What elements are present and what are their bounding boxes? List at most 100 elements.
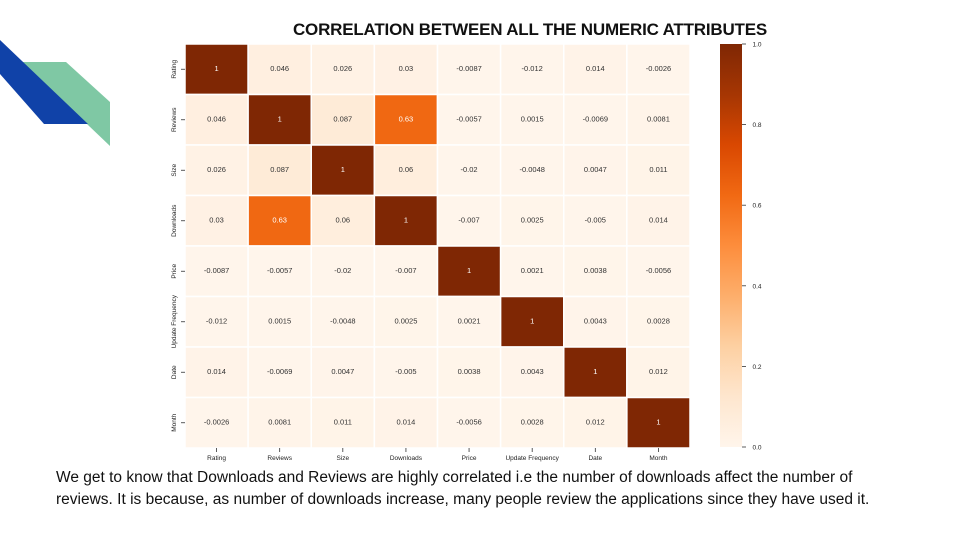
cell-value-label: 0.046 [270, 64, 289, 73]
cell-value-label: -0.0069 [583, 115, 608, 124]
heatmap-cell [310, 194, 376, 247]
cell-value-label: -0.0069 [267, 367, 292, 376]
cell-value-label: 0.0043 [584, 317, 607, 326]
heatmap-cell [184, 194, 249, 247]
slide-caption: We get to know that Downloads and Review… [56, 469, 870, 508]
cell-value-label: 0.014 [649, 216, 668, 225]
x-tick-label: Date [588, 455, 602, 462]
correlation-heatmap: 1 0.046 0.026 0.03 -0.0087 -0.012 0.014 -0.0026… [171, 42, 762, 463]
cell-value-label: 1 [593, 367, 597, 376]
cell-value-label: -0.02 [461, 165, 478, 174]
cell-value-label: 1 [278, 115, 282, 124]
cell-value-label: 0.0043 [521, 367, 544, 376]
cell-value-label: 0.03 [399, 64, 414, 73]
cell-value-label: 0.014 [207, 367, 226, 376]
heatmap-cell [436, 346, 502, 399]
cell-value-label: -0.0057 [267, 266, 292, 275]
heatmap-cell [373, 93, 439, 146]
cell-value-label: 0.0015 [268, 317, 291, 326]
colorbar-tick-label: 0.2 [752, 364, 761, 371]
colorbar-tick-label: 0.8 [752, 122, 761, 129]
cell-value-label: 0.0047 [331, 367, 354, 376]
cell-value-label: -0.005 [585, 216, 606, 225]
heatmap-cell [436, 396, 502, 449]
cell-value-label: 0.0015 [521, 115, 544, 124]
y-tick-label: Update Frequency [171, 294, 178, 348]
cell-value-label: 0.026 [207, 165, 226, 174]
x-tick-label: Price [462, 455, 477, 462]
cell-value-label: -0.02 [334, 266, 351, 275]
heatmap-cell [436, 194, 502, 247]
cell-value-label: 0.0025 [394, 317, 417, 326]
cell-value-label: 0.087 [270, 165, 289, 174]
cell-value-label: 0.0038 [584, 266, 607, 275]
x-tick-label: Downloads [390, 455, 423, 462]
colorbar-ticks: 0.0 0.2 0.4 0.6 0.8 1.0 [742, 42, 762, 452]
cell-value-label: -0.0048 [330, 317, 355, 326]
heatmap-cells: 1 0.046 0.026 0.03 -0.0087 -0.012 0.014 -0.0026… [184, 43, 691, 449]
cell-value-label: -0.007 [458, 216, 479, 225]
colorbar-tick-label: 0.6 [752, 203, 761, 210]
heatmap-cell [247, 194, 312, 247]
cell-value-label: 0.0028 [521, 418, 544, 427]
cell-value-label: -0.012 [206, 317, 227, 326]
heatmap-cell [247, 396, 312, 449]
x-tick-label: Update Frequency [505, 455, 559, 462]
y-tick-label: Size [171, 164, 178, 177]
y-tick-label: Downloads [171, 204, 178, 237]
y-tick-label: Month [171, 413, 178, 431]
slide-title: CORRELATION BETWEEN ALL THE NUMERIC ATTR… [292, 20, 768, 39]
heatmap-cell [499, 43, 565, 96]
y-tick-label: Price [171, 263, 178, 278]
heatmap-cell [310, 346, 376, 399]
x-tick-label: Reviews [267, 455, 292, 462]
x-axis-ticks: Rating Reviews Size Downloads Price Update Fr… [207, 448, 668, 462]
cell-value-label: -0.0087 [204, 266, 229, 275]
heatmap-cell [626, 93, 691, 146]
cell-value-label: 1 [467, 266, 471, 275]
cell-value-label: 1 [214, 64, 218, 73]
heatmap-cell [499, 396, 565, 449]
cell-value-label: 0.63 [272, 216, 287, 225]
heatmap-cell [436, 245, 502, 298]
cell-value-label: 0.0028 [647, 317, 670, 326]
cell-value-label: 0.087 [333, 115, 352, 124]
x-tick-label: Size [336, 455, 349, 462]
heatmap-cell [626, 43, 691, 96]
cell-value-label: 0.0081 [647, 115, 670, 124]
colorbar-tick-label: 1.0 [752, 42, 761, 49]
cell-value-label: 0.014 [586, 64, 605, 73]
cell-value-label: 0.03 [209, 216, 224, 225]
y-tick-label: Date [171, 365, 178, 379]
heatmap-cell [184, 43, 249, 96]
heatmap-cell [310, 245, 376, 298]
cell-value-label: -0.007 [395, 266, 416, 275]
cell-value-label: 0.0025 [521, 216, 544, 225]
cell-value-label: 0.011 [334, 418, 352, 427]
blue-stripe-shape [0, 40, 88, 124]
heatmap-cell [626, 295, 691, 348]
cell-value-label: 1 [341, 165, 345, 174]
cell-value-label: 0.012 [586, 418, 605, 427]
cell-value-label: 0.014 [397, 418, 416, 427]
cell-value-label: -0.0026 [204, 418, 229, 427]
x-tick-label: Month [649, 455, 667, 462]
cell-value-label: 0.012 [649, 367, 668, 376]
cell-value-label: 0.0038 [458, 367, 481, 376]
cell-value-label: 0.011 [649, 165, 667, 174]
colorbar-tick-label: 0.0 [752, 445, 761, 452]
cell-value-label: 0.0047 [584, 165, 607, 174]
y-tick-label: Rating [171, 59, 178, 78]
heatmap-cell [499, 346, 565, 399]
cell-value-label: -0.0026 [646, 64, 671, 73]
colorbar-tick-label: 0.4 [752, 283, 761, 290]
heatmap-cell [499, 93, 565, 146]
cell-value-label: -0.0087 [456, 64, 481, 73]
heatmap-cell [310, 144, 376, 197]
heatmap-cell [626, 144, 691, 197]
heatmap-cell [184, 93, 249, 146]
heatmap-cell [563, 295, 628, 348]
heatmap-cell [310, 93, 376, 146]
cell-value-label: 1 [404, 216, 408, 225]
heatmap-cell [310, 396, 376, 449]
